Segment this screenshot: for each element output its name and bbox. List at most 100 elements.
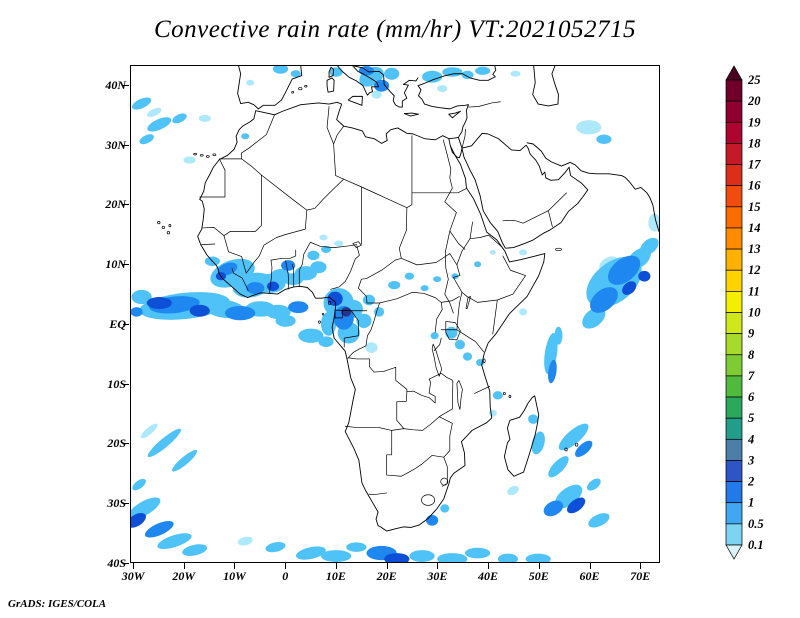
rain-cell bbox=[489, 249, 496, 255]
colorbar-tick-label: 3 bbox=[747, 453, 754, 467]
rain-cell bbox=[488, 409, 497, 417]
rain-cell bbox=[132, 97, 152, 110]
colorbar-tick-label: 2 bbox=[747, 475, 754, 489]
rain-cell bbox=[246, 282, 265, 295]
rain-cell bbox=[519, 308, 528, 316]
rain-cell bbox=[224, 305, 256, 321]
rain-cell bbox=[474, 261, 482, 268]
rain-cell bbox=[266, 281, 280, 292]
lat-tick-mark bbox=[123, 84, 129, 86]
africa-coastline bbox=[198, 102, 545, 531]
rain-cell bbox=[365, 342, 378, 354]
rain-cell bbox=[310, 261, 327, 274]
colorbar-segment bbox=[725, 312, 743, 334]
lat-tick-mark bbox=[123, 383, 129, 385]
africa-map bbox=[131, 66, 659, 562]
rain-cell bbox=[281, 260, 296, 271]
rain-cell bbox=[319, 234, 328, 241]
rain-cell bbox=[237, 536, 253, 546]
colorbar-tick-label: 6 bbox=[748, 390, 755, 404]
rain-cell bbox=[320, 245, 332, 253]
rain-cell bbox=[437, 553, 468, 562]
lon-tick-label: 30W bbox=[121, 569, 145, 583]
rain-cell bbox=[648, 213, 659, 232]
rain-cell bbox=[275, 314, 296, 327]
rain-cell bbox=[131, 512, 146, 528]
rain-cell bbox=[146, 297, 172, 309]
madagascar-coastline bbox=[504, 396, 538, 476]
rain-cell bbox=[140, 423, 158, 439]
rain-cell bbox=[147, 107, 162, 117]
rain-cell bbox=[404, 272, 414, 280]
rain-cell bbox=[430, 332, 439, 340]
rain-cell bbox=[327, 291, 343, 306]
colorbar-segment bbox=[725, 460, 743, 482]
rain-cell bbox=[341, 307, 352, 317]
lon-tick-mark bbox=[335, 563, 337, 569]
rain-cell bbox=[265, 541, 286, 553]
rain-cell bbox=[409, 550, 435, 562]
rain-cell bbox=[525, 553, 551, 562]
rain-cell bbox=[440, 504, 450, 513]
colorbar-segment bbox=[725, 291, 743, 313]
lat-tick-label: 20N bbox=[105, 197, 126, 212]
colorbar-segment bbox=[725, 121, 743, 144]
colorbar-segment bbox=[725, 100, 743, 123]
rain-cell bbox=[147, 117, 172, 132]
colorbar-segment bbox=[725, 502, 743, 525]
lat-tick-mark bbox=[123, 204, 129, 206]
colorbar-tick-label: 11 bbox=[748, 284, 760, 298]
rain-cell bbox=[461, 70, 474, 80]
rain-cell bbox=[144, 520, 174, 538]
rain-cell bbox=[567, 497, 586, 514]
colorbar-tick-label: 12 bbox=[748, 263, 761, 277]
rain-cell bbox=[132, 478, 146, 491]
colorbar-tick-label: 7 bbox=[748, 369, 755, 383]
colorbar-tick-label: 9 bbox=[748, 327, 755, 341]
rain-cell bbox=[442, 67, 463, 77]
rain-cell bbox=[622, 281, 637, 295]
rain-cell bbox=[426, 514, 439, 526]
rain-cell bbox=[371, 90, 382, 99]
rain-cell bbox=[437, 85, 448, 93]
colorbar-tick-label: 10 bbox=[748, 306, 761, 320]
colorbar-segment bbox=[725, 354, 743, 377]
lon-tick-mark bbox=[640, 563, 642, 569]
rain-cell bbox=[454, 339, 465, 350]
colorbar-tick-label: 25 bbox=[747, 73, 761, 87]
lon-tick-label: 40E bbox=[478, 569, 499, 583]
small-islands bbox=[158, 85, 578, 505]
lon-tick-label: 10E bbox=[325, 569, 346, 583]
colorbar-segment bbox=[725, 333, 743, 356]
lon-tick-mark bbox=[133, 563, 135, 569]
rain-cell bbox=[272, 66, 289, 74]
rain-cell bbox=[422, 70, 443, 83]
colorbar-tick-label: 8 bbox=[748, 348, 755, 362]
rain-cell bbox=[507, 485, 519, 496]
colorbar-segment bbox=[725, 227, 743, 250]
lon-tick-mark bbox=[234, 563, 236, 569]
rain-cell bbox=[198, 114, 211, 122]
lat-tick-label: 30S bbox=[107, 496, 126, 511]
rain-cell bbox=[388, 280, 401, 290]
rain-cell bbox=[640, 237, 659, 256]
lon-tick-mark bbox=[386, 563, 388, 569]
lat-tick-label: 30N bbox=[105, 137, 126, 152]
colorbar-segment bbox=[725, 79, 743, 102]
rain-cell bbox=[548, 456, 569, 478]
rain-cell bbox=[290, 70, 301, 78]
colorbar-tick-label: 4 bbox=[747, 432, 754, 446]
lon-tick-label: 30E bbox=[427, 569, 448, 583]
rain-cell bbox=[510, 70, 521, 77]
rain-cell bbox=[475, 66, 491, 75]
colorbar-segment bbox=[725, 65, 743, 81]
colorbar-segment bbox=[725, 396, 743, 419]
lon-tick-label: 10W bbox=[223, 569, 246, 583]
lon-tick-mark bbox=[183, 563, 185, 569]
colorbar-tick-label: 16 bbox=[748, 179, 761, 193]
rain-cell bbox=[384, 67, 400, 80]
rain-cell bbox=[558, 423, 589, 451]
plot-title: Convective rain rate (mm/hr) VT:20210527… bbox=[153, 16, 637, 43]
rain-cell bbox=[295, 546, 326, 560]
rain-cell bbox=[241, 133, 250, 140]
